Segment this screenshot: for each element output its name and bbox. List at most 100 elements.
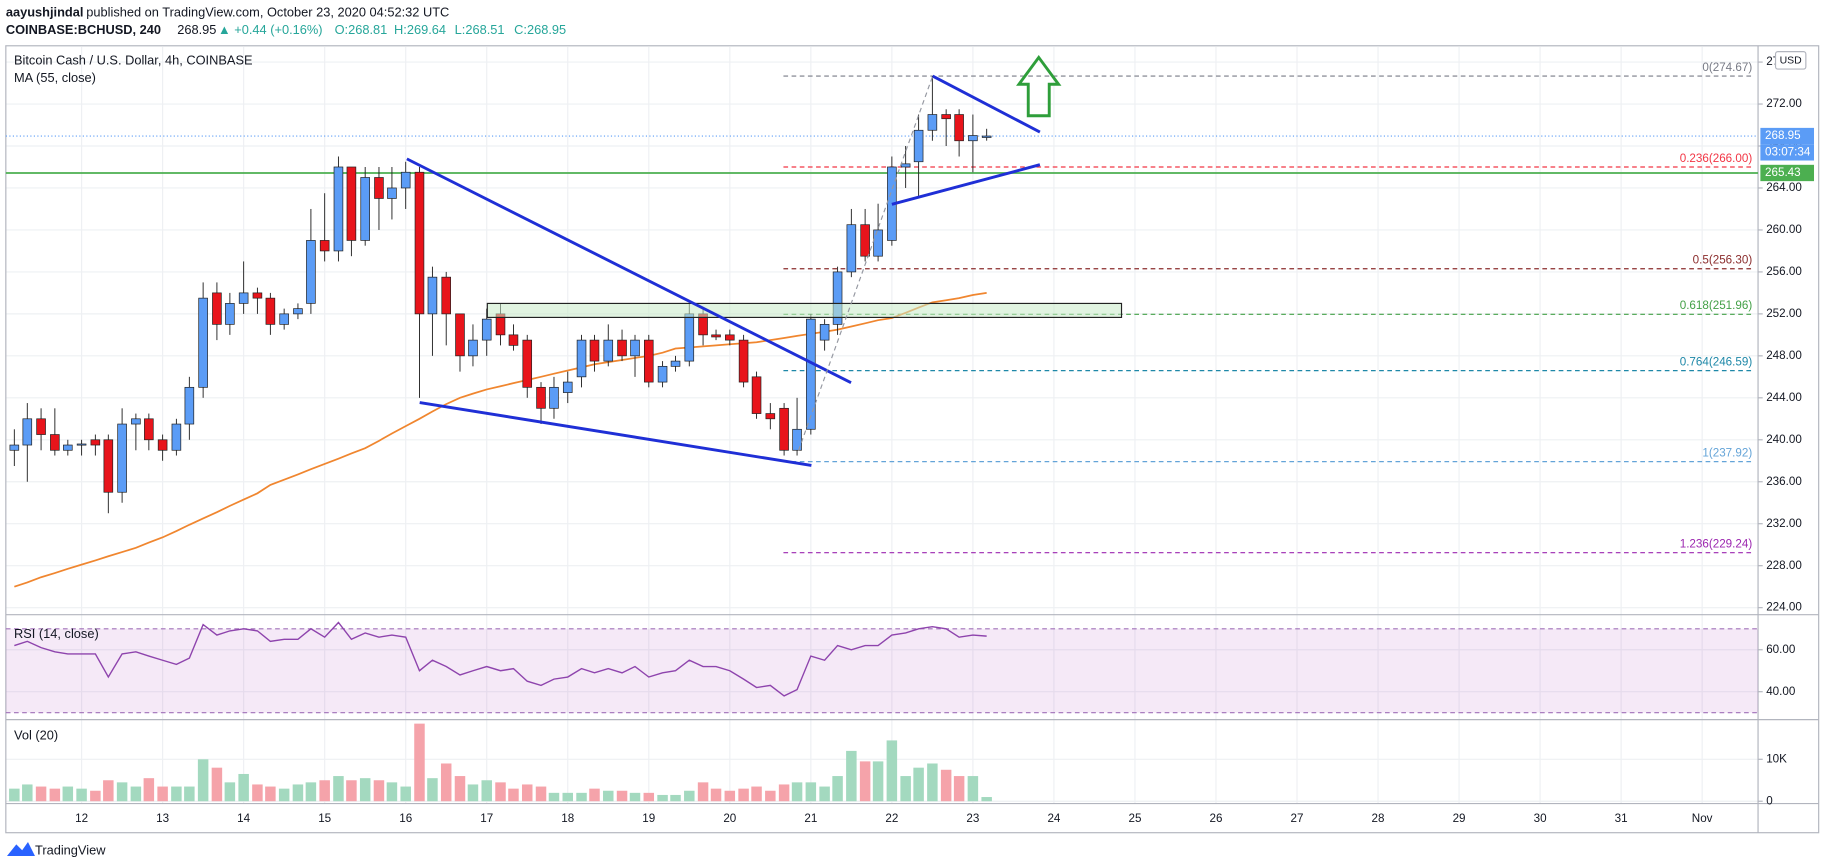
countdown-label: 03:07:34 bbox=[1765, 145, 1811, 158]
candle-body bbox=[171, 423, 182, 451]
volume-bar bbox=[278, 788, 290, 802]
y-tick-label: 228.00 bbox=[1766, 559, 1802, 572]
x-tick-label: 21 bbox=[804, 812, 817, 825]
candle-body bbox=[927, 114, 938, 131]
ohlc-low: L:268.51 bbox=[455, 22, 505, 37]
x-tick-label: 17 bbox=[480, 812, 493, 825]
candle-body bbox=[455, 313, 465, 357]
header: aayushjindal published on TradingView.co… bbox=[6, 5, 566, 37]
volume-bar bbox=[913, 767, 924, 802]
candle-body bbox=[549, 386, 559, 409]
volume-bar bbox=[373, 780, 385, 802]
candle-body bbox=[900, 163, 911, 168]
trend-line bbox=[419, 401, 812, 467]
candle-body bbox=[873, 229, 883, 257]
volume-bar bbox=[751, 786, 762, 802]
candle-body bbox=[50, 434, 60, 451]
volume-bar bbox=[346, 780, 357, 802]
candle-body bbox=[913, 129, 924, 163]
change: ▲ +0.44 (+0.16%) bbox=[218, 22, 323, 37]
x-tick-label: 24 bbox=[1047, 812, 1060, 825]
volume-bar bbox=[224, 782, 236, 802]
trend-line bbox=[931, 74, 1041, 134]
candle-body bbox=[238, 292, 249, 304]
candle-body bbox=[400, 171, 411, 189]
author: aayushjindal bbox=[6, 5, 84, 20]
volume-bar bbox=[359, 778, 371, 802]
y-tick-label: 256.00 bbox=[1766, 265, 1802, 278]
volume-bar bbox=[535, 786, 547, 802]
volume-bar bbox=[467, 784, 479, 802]
rsi-legend: RSI (14, close) bbox=[14, 626, 99, 641]
last-price-label: 268.95 bbox=[1765, 129, 1801, 142]
volume-bar bbox=[562, 792, 574, 802]
candle-body bbox=[103, 439, 114, 493]
candle-body bbox=[860, 224, 870, 257]
volume-bar bbox=[967, 776, 979, 802]
candle-body bbox=[670, 360, 681, 367]
candle-body bbox=[198, 297, 208, 388]
candle-body bbox=[536, 386, 546, 409]
volume-bar bbox=[62, 786, 74, 802]
candle-body bbox=[427, 276, 438, 315]
y-tick-label: 40.00 bbox=[1766, 685, 1796, 698]
rsi-line bbox=[14, 621, 987, 697]
volume-bar bbox=[819, 786, 830, 802]
x-tick-label: Nov bbox=[1692, 812, 1713, 825]
volume-bar bbox=[76, 788, 87, 802]
volume-bar bbox=[157, 786, 168, 802]
volume-bar bbox=[778, 784, 790, 802]
volume-bar bbox=[495, 782, 506, 802]
candle-body bbox=[225, 303, 235, 325]
fib-label: 1.236(229.24) bbox=[1680, 538, 1753, 551]
x-tick-label: 29 bbox=[1453, 812, 1466, 825]
volume-bar bbox=[440, 763, 452, 802]
trend-line bbox=[891, 163, 1041, 206]
candle-body bbox=[468, 339, 478, 357]
support-zone bbox=[486, 302, 1123, 319]
candle-body bbox=[387, 187, 397, 199]
candle-body bbox=[293, 308, 303, 315]
volume-bar bbox=[400, 786, 411, 802]
volume-bar bbox=[252, 784, 263, 802]
last: 268.95 bbox=[177, 22, 216, 37]
candle-body bbox=[265, 297, 276, 325]
candle-body bbox=[90, 439, 101, 446]
volume-bar bbox=[197, 759, 209, 802]
candle-body bbox=[846, 224, 857, 273]
x-tick-label: 25 bbox=[1128, 812, 1141, 825]
up-arrow bbox=[1016, 54, 1062, 118]
ohlc-close: C:268.95 bbox=[514, 22, 566, 37]
volume-bar bbox=[171, 786, 182, 802]
fib-label: 0.618(251.96) bbox=[1680, 299, 1753, 312]
fib-label: 0(274.67) bbox=[1702, 61, 1752, 74]
candle-body bbox=[76, 443, 87, 446]
plot-layer: 12 13 14 15 16 17 18 19 20 21 22 23 24 25 26 27 28 29 30 31… bbox=[5, 51, 1815, 825]
volume-bar bbox=[710, 788, 722, 802]
y-tick-label: 248.00 bbox=[1766, 349, 1802, 362]
candle-body bbox=[725, 334, 735, 341]
candle-body bbox=[22, 418, 33, 446]
volume-bar bbox=[765, 790, 776, 802]
candle-body bbox=[751, 376, 762, 414]
candle-body bbox=[212, 292, 222, 325]
candle-body bbox=[9, 444, 20, 451]
ohlc-high: H:269.64 bbox=[394, 22, 446, 37]
volume-bar bbox=[724, 790, 736, 802]
candle-body bbox=[131, 418, 141, 425]
candle-body bbox=[819, 324, 830, 341]
published: published on TradingView.com, October 23… bbox=[86, 5, 449, 20]
candle-body bbox=[779, 407, 789, 451]
currency-label: USD bbox=[1780, 56, 1803, 67]
candle-body bbox=[832, 271, 843, 325]
ma-legend: MA (55, close) bbox=[14, 70, 96, 85]
volume-bar bbox=[319, 780, 330, 802]
y-tick-label: 252.00 bbox=[1766, 307, 1802, 320]
volume-bar bbox=[900, 776, 911, 802]
volume-bar bbox=[872, 761, 884, 802]
candle-body bbox=[63, 444, 73, 451]
volume-bar bbox=[130, 786, 142, 802]
candle-body bbox=[806, 318, 816, 430]
volume-bar bbox=[481, 780, 492, 802]
